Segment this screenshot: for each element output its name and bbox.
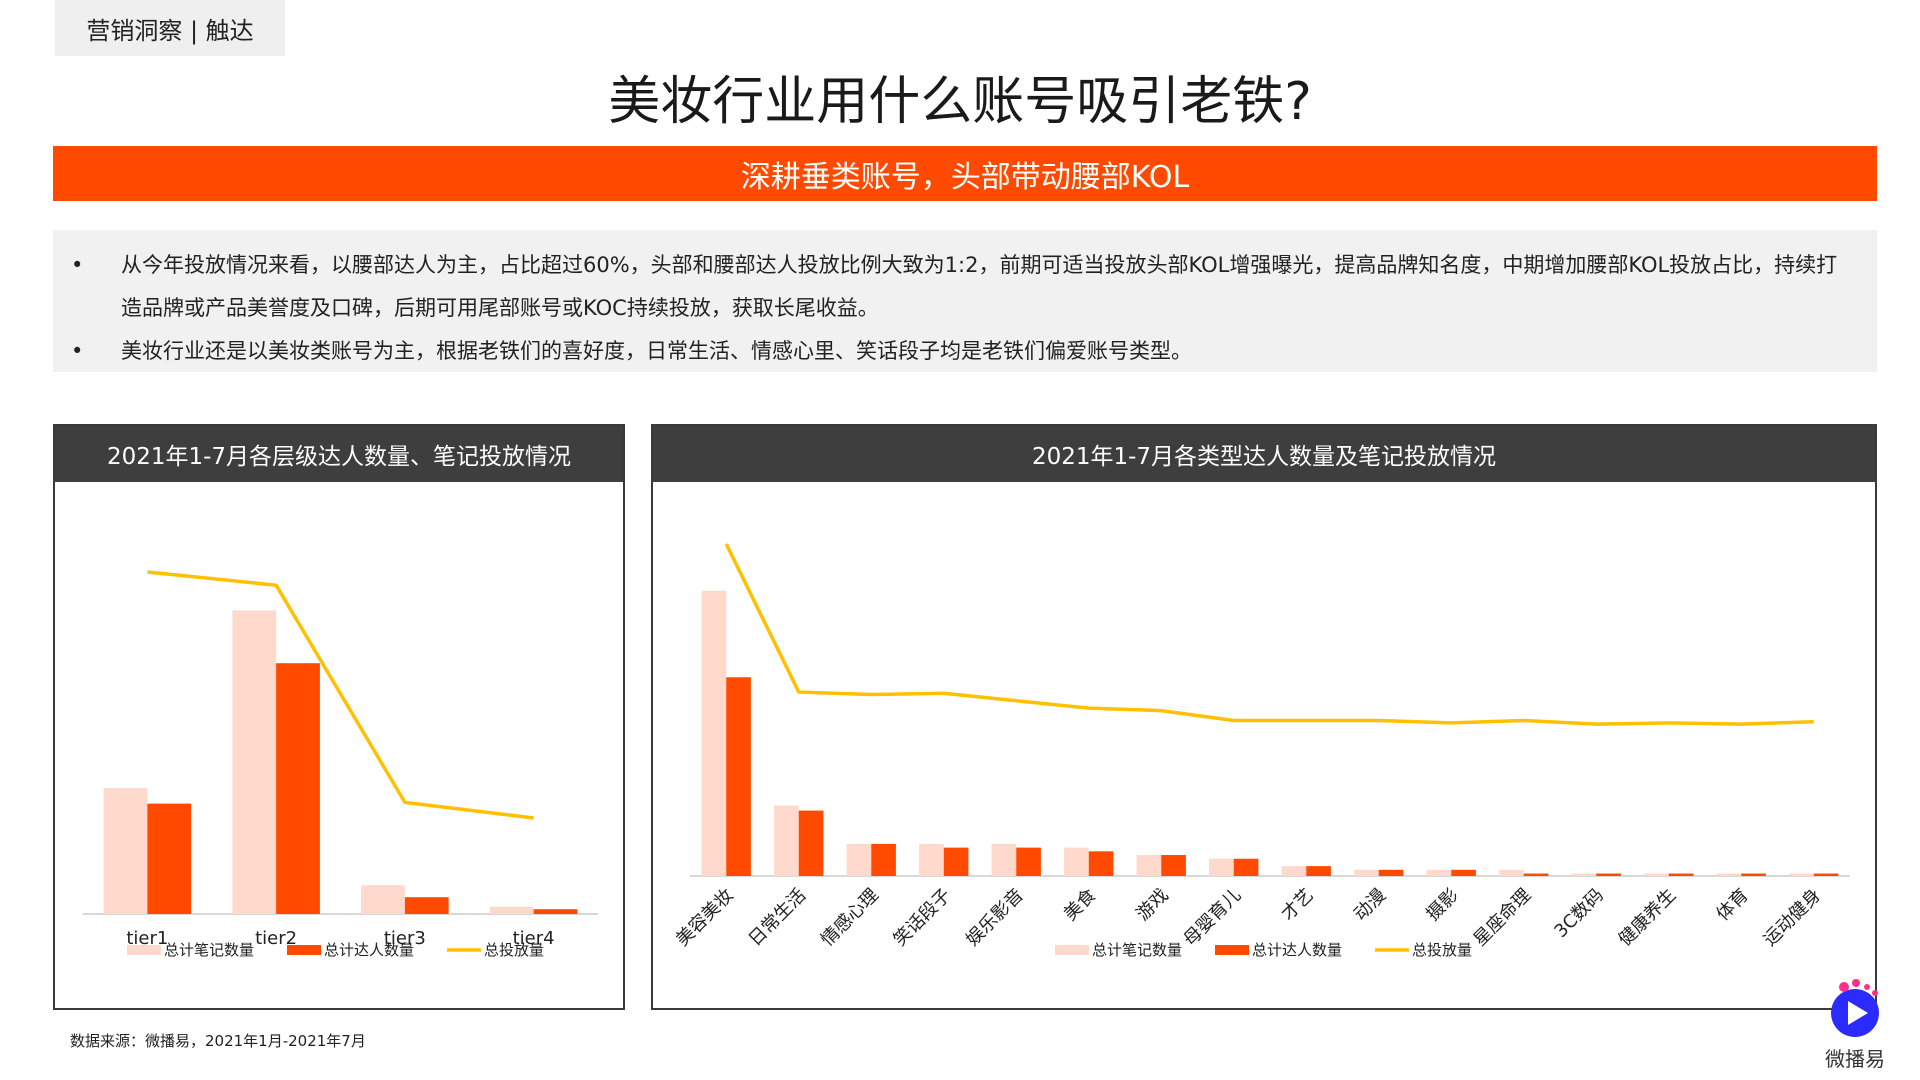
bar-notes xyxy=(361,885,405,914)
bar-notes xyxy=(489,906,534,914)
bar-notes xyxy=(1426,869,1452,876)
page-title: 美妆行业用什么账号吸引老铁? xyxy=(608,72,1312,132)
bullet-marker: • xyxy=(71,253,84,277)
chart-title: 2021年1-7月各类型达人数量及笔记投放情况 xyxy=(653,426,1875,482)
x-tick-label: 才艺 xyxy=(1277,885,1317,925)
bar-notes xyxy=(1209,858,1234,876)
tier-chart-panel: 2021年1-7月各层级达人数量、笔记投放情况 tier1 tier2 tier3 t… xyxy=(53,424,625,1010)
logo-text: 微播易 xyxy=(1825,1047,1885,1071)
bar-kols xyxy=(1161,855,1186,876)
bar-notes xyxy=(232,610,277,914)
bar-notes xyxy=(774,805,799,876)
legend-swatch xyxy=(287,945,321,955)
x-tick-label: tier4 xyxy=(513,928,555,949)
data-source-note: 数据来源：微播易，2021年1月-2021年7月 xyxy=(70,1032,366,1050)
bar-kols xyxy=(726,677,751,876)
x-tick-label: 健康养生 xyxy=(1615,885,1681,951)
bar-kols xyxy=(1668,873,1694,876)
x-tick-label: 情感心理 xyxy=(817,885,883,951)
legend-label: 总计达人数量 xyxy=(1252,941,1342,959)
insight-bullet: • 从今年投放情况来看，以腰部达人为主，占比超过60%，头部和腰部达人投放比例大… xyxy=(67,244,1857,330)
bar-kols xyxy=(404,897,449,914)
bar-notes xyxy=(1064,847,1089,876)
bar-kols xyxy=(1016,847,1041,876)
bar-notes xyxy=(701,590,727,876)
bar-kols xyxy=(1596,873,1621,876)
bar-notes xyxy=(1354,869,1379,876)
brand-logo: 微播易 xyxy=(1810,975,1900,1075)
bar-kols xyxy=(533,909,578,914)
bar-notes xyxy=(1644,873,1669,876)
bar-kols xyxy=(1451,869,1476,876)
insight-text: 从今年投放情况来看，以腰部达人为主，占比超过60%，头部和腰部达人投放比例大致为… xyxy=(121,253,1838,320)
x-tick-label: 娱乐影音 xyxy=(962,885,1028,951)
legend-label: 总投放量 xyxy=(484,941,544,959)
bar-kols xyxy=(1233,858,1259,876)
category-chart: 美容美妆 日常生活 情感心理 笑话段子 娱乐影音 美食 游戏 母婴育儿 才艺 动漫 摄影 星座命理 3C… xyxy=(672,543,1850,959)
x-tick-label: 体育 xyxy=(1712,885,1752,925)
total-line xyxy=(724,543,1814,726)
legend-swatch xyxy=(1055,945,1089,955)
bar-notes xyxy=(1499,869,1524,876)
bar-kols xyxy=(1088,851,1114,876)
x-tick-label: 摄影 xyxy=(1422,885,1462,925)
x-tick-label: 运动健身 xyxy=(1760,885,1826,951)
bar-kols xyxy=(147,803,192,914)
x-tick-label: tier1 xyxy=(126,928,168,949)
x-tick-label: 母婴育儿 xyxy=(1180,885,1246,951)
bar-notes xyxy=(919,843,944,876)
bar-kols xyxy=(943,847,969,876)
bar-notes xyxy=(1716,873,1742,876)
x-tick-label: 美容美妆 xyxy=(672,885,738,951)
x-tick-label: tier3 xyxy=(384,928,426,949)
bar-kols xyxy=(1813,873,1839,876)
legend-label: 总计达人数量 xyxy=(324,941,414,959)
legend-swatch xyxy=(127,945,161,955)
section-tag: 营销洞察 | 触达 xyxy=(55,0,285,56)
legend-label: 总投放量 xyxy=(1412,941,1472,959)
bar-notes xyxy=(846,843,872,876)
bar-notes xyxy=(1281,866,1307,876)
x-tick-label: 动漫 xyxy=(1350,885,1390,925)
bar-kols xyxy=(871,843,896,876)
legend-label: 总计笔记数量 xyxy=(1092,941,1182,959)
bar-notes xyxy=(991,843,1017,876)
total-line xyxy=(147,570,534,820)
bar-kols xyxy=(1523,873,1549,876)
x-tick-label: 游戏 xyxy=(1132,885,1172,925)
bar-kols xyxy=(1741,873,1766,876)
bar-kols xyxy=(1306,866,1331,876)
x-tick-label: tier2 xyxy=(255,928,297,949)
x-tick-label: 笑话段子 xyxy=(890,885,956,951)
insight-text: 美妆行业还是以美妆类账号为主，根据老铁们的喜好度，日常生活、情感心里、笑话段子均… xyxy=(121,339,1192,363)
chart-title: 2021年1-7月各层级达人数量、笔记投放情况 xyxy=(55,426,623,482)
x-tick-label: 美食 xyxy=(1060,885,1100,925)
headline-banner: 深耕垂类账号，头部带动腰部KOL xyxy=(53,146,1877,201)
bar-notes xyxy=(1571,873,1597,876)
play-icon xyxy=(1831,979,1879,1037)
x-tick-label: 星座命理 xyxy=(1470,885,1536,951)
insight-box: • 从今年投放情况来看，以腰部达人为主，占比超过60%，头部和腰部达人投放比例大… xyxy=(53,230,1877,372)
bar-kols xyxy=(1378,869,1404,876)
insight-bullet: • 美妆行业还是以美妆类账号为主，根据老铁们的喜好度，日常生活、情感心里、笑话段… xyxy=(67,330,1857,373)
legend-swatch xyxy=(1215,945,1249,955)
x-tick-label: 3C数码 xyxy=(1550,885,1607,942)
legend-label: 总计笔记数量 xyxy=(164,941,254,959)
x-tick-label: 日常生活 xyxy=(745,885,811,951)
tier-chart: tier1 tier2 tier3 tier4 总计笔记数量 总计达人数量 总投放量 xyxy=(83,570,598,959)
category-chart-panel: 2021年1-7月各类型达人数量及笔记投放情况 美容美妆 日常生活 情感心理 笑话段子… xyxy=(651,424,1877,1010)
bullet-marker: • xyxy=(71,339,84,363)
bar-kols xyxy=(276,663,320,914)
bar-notes xyxy=(103,788,148,914)
bar-notes xyxy=(1789,873,1814,876)
bar-notes xyxy=(1136,855,1162,876)
bar-kols xyxy=(798,810,824,876)
